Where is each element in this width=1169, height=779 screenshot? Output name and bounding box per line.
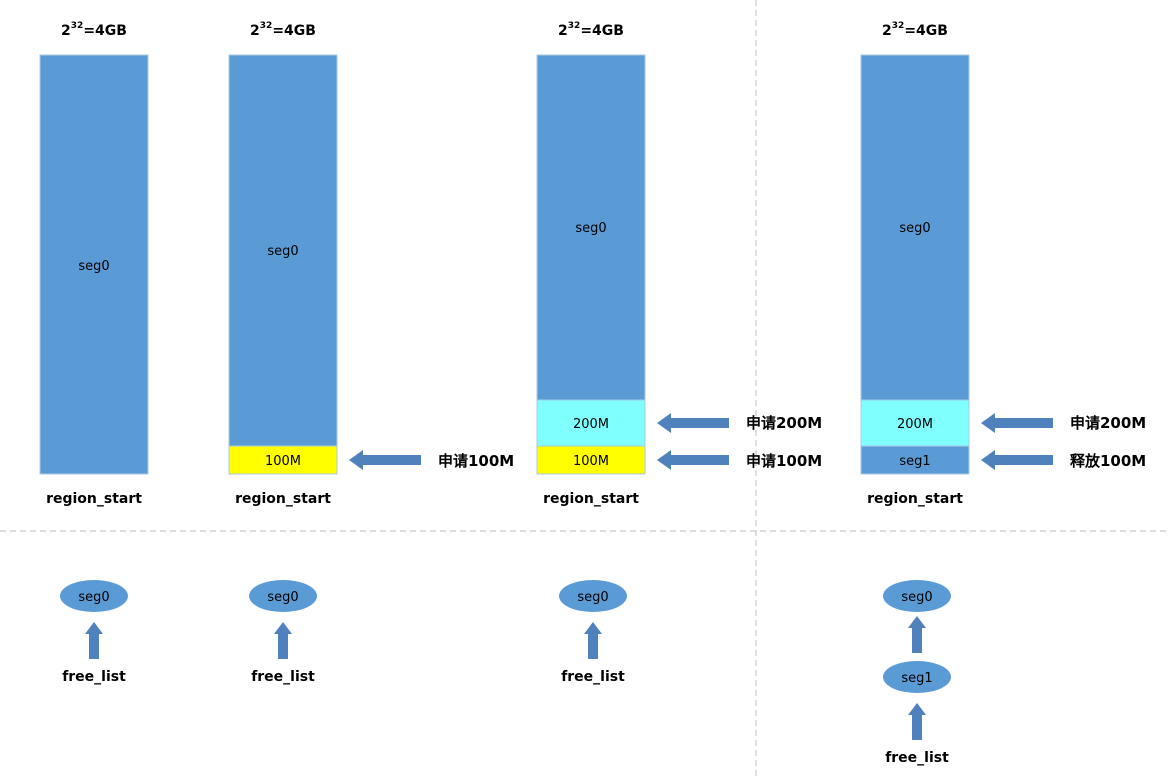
region-start-label: region_start	[867, 491, 963, 507]
left-arrow	[657, 450, 729, 470]
free-node	[60, 580, 128, 612]
free-node-label: seg0	[901, 590, 932, 605]
capacity-label: 232=4GB	[558, 21, 624, 39]
free-node-label: seg0	[267, 590, 298, 605]
free-node	[883, 661, 951, 693]
block-seg1	[860, 445, 970, 475]
capacity-label: 232=4GB	[250, 21, 316, 39]
up-arrow	[908, 703, 926, 740]
left-arrow	[657, 413, 729, 433]
free-node	[249, 580, 317, 612]
block-200m	[860, 399, 970, 447]
block-label: 100M	[573, 454, 609, 469]
segment-label: seg0	[78, 259, 109, 274]
column-4: 232=4GB seg0 200M seg1 申请200M 释放100M reg…	[860, 21, 1146, 766]
up-arrow	[85, 622, 103, 659]
segment-label: seg0	[267, 244, 298, 259]
free-list-label: free_list	[885, 750, 949, 766]
capacity-label: 232=4GB	[882, 21, 948, 39]
up-arrow	[584, 622, 602, 659]
alloc-annotation: 申请200M	[746, 414, 822, 432]
region-start-label: region_start	[46, 491, 142, 507]
segment-label: seg0	[575, 221, 606, 236]
free-annotation: 释放100M	[1070, 452, 1146, 470]
free-node-label: seg0	[78, 590, 109, 605]
free-list-label: free_list	[561, 669, 625, 685]
up-arrow	[908, 616, 926, 653]
alloc-annotation: 申请100M	[746, 452, 822, 470]
memory-bar	[860, 54, 970, 401]
free-node	[559, 580, 627, 612]
region-start-label: region_start	[235, 491, 331, 507]
column-1: 232=4GB seg0 region_start seg0 free_list	[39, 21, 149, 685]
block-100m	[536, 445, 646, 475]
block-100m	[228, 445, 338, 475]
free-node-label: seg0	[577, 590, 608, 605]
column-3: 232=4GB seg0 200M 100M 申请200M 申请100M reg…	[536, 21, 822, 685]
block-label: 200M	[897, 417, 933, 432]
left-arrow	[981, 450, 1053, 470]
capacity-label: 232=4GB	[61, 21, 127, 39]
free-node	[883, 580, 951, 612]
block-label: 100M	[265, 454, 301, 469]
column-2: 232=4GB seg0 100M 申请100M region_start se…	[228, 21, 514, 685]
memory-bar	[536, 54, 646, 401]
left-arrow	[349, 450, 421, 470]
block-label: 200M	[573, 417, 609, 432]
alloc-annotation: 申请200M	[1070, 414, 1146, 432]
memory-bar	[39, 54, 149, 475]
free-node-label: seg1	[901, 671, 932, 686]
up-arrow	[274, 622, 292, 659]
free-list-label: free_list	[251, 669, 315, 685]
segment-label: seg0	[899, 221, 930, 236]
block-200m	[536, 399, 646, 447]
block-label: seg1	[899, 454, 930, 469]
free-list-label: free_list	[62, 669, 126, 685]
region-start-label: region_start	[543, 491, 639, 507]
left-arrow	[981, 413, 1053, 433]
alloc-annotation: 申请100M	[438, 452, 514, 470]
